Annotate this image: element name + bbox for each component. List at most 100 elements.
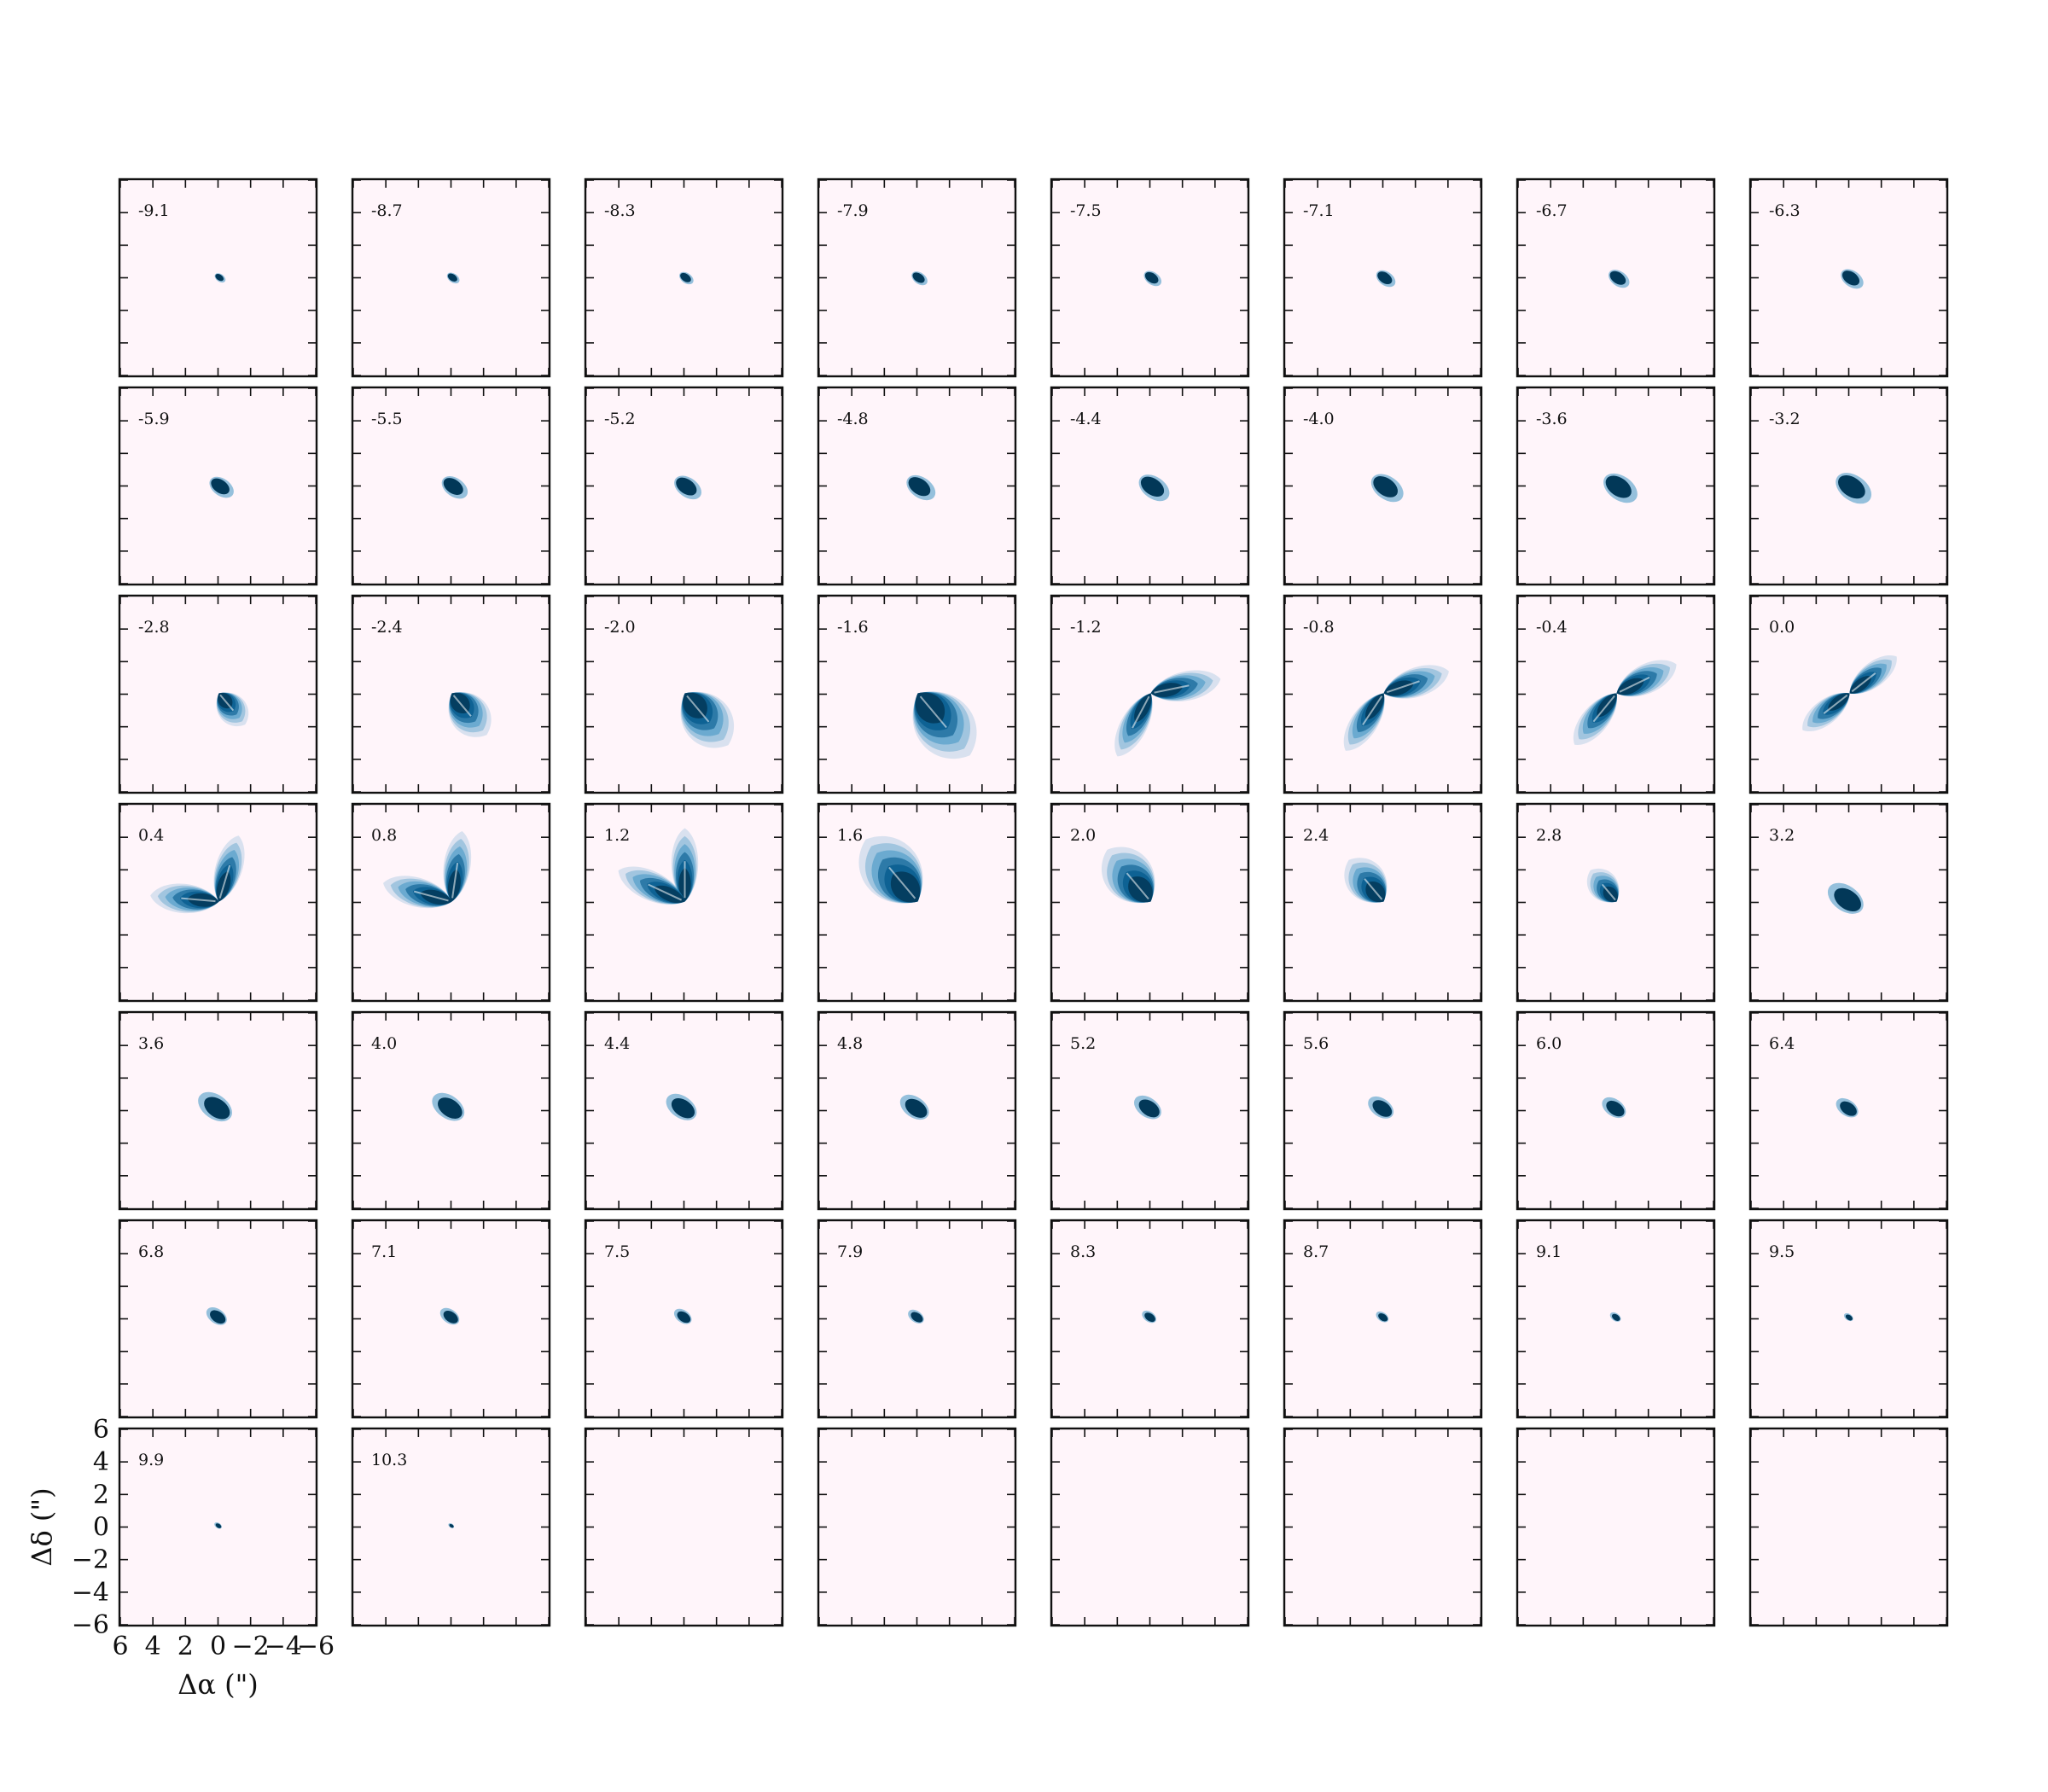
channel-velocity-label: -0.4 <box>1536 618 1568 637</box>
emission-blob <box>1376 270 1396 288</box>
channel-panel: 1.6 <box>817 802 1017 1003</box>
panel-frame <box>1748 1427 1949 1627</box>
channel-panel: -1.6 <box>817 594 1017 794</box>
channel-velocity-label: -9.1 <box>138 201 170 220</box>
channel-velocity-label: 9.1 <box>1536 1242 1562 1261</box>
lobe-streak <box>648 883 683 901</box>
channel-velocity-label: -4.0 <box>1303 410 1335 428</box>
x-tick-label: −4 <box>265 1632 302 1661</box>
emission-lobe <box>1586 869 1620 903</box>
emission-lobe <box>216 692 249 726</box>
emission-blob <box>1376 1311 1389 1323</box>
channel-panel: -7.5 <box>1050 177 1250 378</box>
channel-velocity-label: 0.0 <box>1769 618 1795 637</box>
y-tick-label: 2 <box>93 1480 109 1510</box>
emission-blob <box>441 476 468 499</box>
y-axis-label: Δδ (") <box>26 1487 58 1566</box>
lobe-streak <box>1132 695 1150 729</box>
emission-lobe <box>443 831 472 902</box>
y-tick-label: 4 <box>93 1447 109 1477</box>
lobe-streak <box>1364 878 1383 900</box>
channel-velocity-label: -2.4 <box>371 618 403 637</box>
blob-core <box>1140 476 1165 497</box>
channel-panel: -7.9 <box>817 177 1017 378</box>
panel-frame <box>351 594 551 794</box>
panel-frame <box>1050 1427 1250 1627</box>
emission-blob <box>1143 271 1162 287</box>
emission-blob <box>214 1521 222 1529</box>
channel-velocity-label: 6.0 <box>1536 1034 1562 1053</box>
empty-panel <box>1516 1427 1716 1627</box>
panel-frame <box>584 1427 784 1627</box>
lobe-streak <box>888 866 916 899</box>
channel-panel: -5.5 <box>351 386 551 586</box>
emission-lobe <box>1114 693 1153 757</box>
channel-panel: 0.0 <box>1748 594 1949 794</box>
channel-velocity-label: -1.2 <box>1070 618 1102 637</box>
lobe-streak <box>218 864 231 899</box>
blob-core <box>1373 476 1398 497</box>
channel-panel: -7.1 <box>1283 177 1483 378</box>
channel-panel: 9.9 <box>118 1427 318 1627</box>
emission-blob <box>1843 1312 1853 1322</box>
channel-panel: 9.5 <box>1748 1219 1949 1419</box>
blob-core <box>905 1098 928 1118</box>
lobe-streak <box>1592 695 1615 723</box>
x-tick-label: 4 <box>145 1632 161 1661</box>
channel-velocity-label: 4.4 <box>604 1034 630 1053</box>
channel-panel: -8.7 <box>351 177 551 378</box>
channel-velocity-label: -7.1 <box>1303 201 1335 220</box>
lobe-streak <box>1601 883 1616 901</box>
emission-lobe <box>1573 693 1617 745</box>
channel-velocity-label: -2.0 <box>604 618 636 637</box>
x-tick-label: 2 <box>177 1632 194 1661</box>
emission-lobe <box>1383 665 1449 699</box>
blob-core <box>1611 1313 1620 1321</box>
channel-panel: 8.3 <box>1050 1219 1250 1419</box>
emission-lobe <box>671 828 699 902</box>
lobe-streak <box>1154 684 1190 694</box>
channel-velocity-label: 8.3 <box>1070 1242 1096 1261</box>
blob-core <box>1372 1100 1393 1117</box>
channel-velocity-label: -5.5 <box>371 410 403 428</box>
channel-panel: 7.9 <box>817 1219 1017 1419</box>
channel-panel: -4.8 <box>817 386 1017 586</box>
channel-panel: 8.7 <box>1283 1219 1483 1419</box>
channel-panel: 4.8 <box>817 1010 1017 1211</box>
channel-panel: 0.8 <box>351 802 551 1003</box>
lobe-streak <box>1387 680 1420 694</box>
channel-velocity-label: 2.4 <box>1303 826 1329 845</box>
channel-velocity-label: 6.4 <box>1769 1034 1795 1053</box>
emission-blob <box>439 1307 460 1325</box>
channel-velocity-label: -7.5 <box>1070 201 1102 220</box>
y-tick-label: −6 <box>72 1610 109 1640</box>
blob-core <box>438 1097 463 1119</box>
emission-lobe <box>213 835 245 902</box>
lobe-streak <box>686 695 710 723</box>
blob-core <box>1841 271 1860 286</box>
channel-panel: -6.7 <box>1516 177 1716 378</box>
empty-panel <box>584 1427 784 1627</box>
channel-panel: -1.2 <box>1050 594 1250 794</box>
channel-velocity-label: 9.9 <box>138 1451 164 1469</box>
blob-core <box>443 1310 458 1324</box>
channel-velocity-label: 5.6 <box>1303 1034 1329 1053</box>
lobe-streak <box>1851 672 1876 693</box>
emission-blob <box>1827 882 1864 914</box>
emission-lobe <box>1849 655 1897 695</box>
emission-blob <box>679 271 694 285</box>
channel-velocity-label: -8.3 <box>604 201 636 220</box>
channel-velocity-label: -3.6 <box>1536 410 1568 428</box>
channel-panel: -2.0 <box>584 594 784 794</box>
blob-core <box>215 274 224 282</box>
blob-core <box>1144 1312 1155 1323</box>
blob-core <box>1834 887 1861 912</box>
emission-blob <box>906 474 936 501</box>
channel-velocity-label: 8.7 <box>1303 1242 1329 1261</box>
channel-panel: 4.4 <box>584 1010 784 1211</box>
channel-velocity-label: 1.6 <box>837 826 863 845</box>
channel-panel: 6.8 <box>118 1219 318 1419</box>
lobe-streak <box>1126 872 1149 900</box>
emission-blob <box>1836 473 1872 504</box>
blob-core <box>1138 1099 1160 1118</box>
